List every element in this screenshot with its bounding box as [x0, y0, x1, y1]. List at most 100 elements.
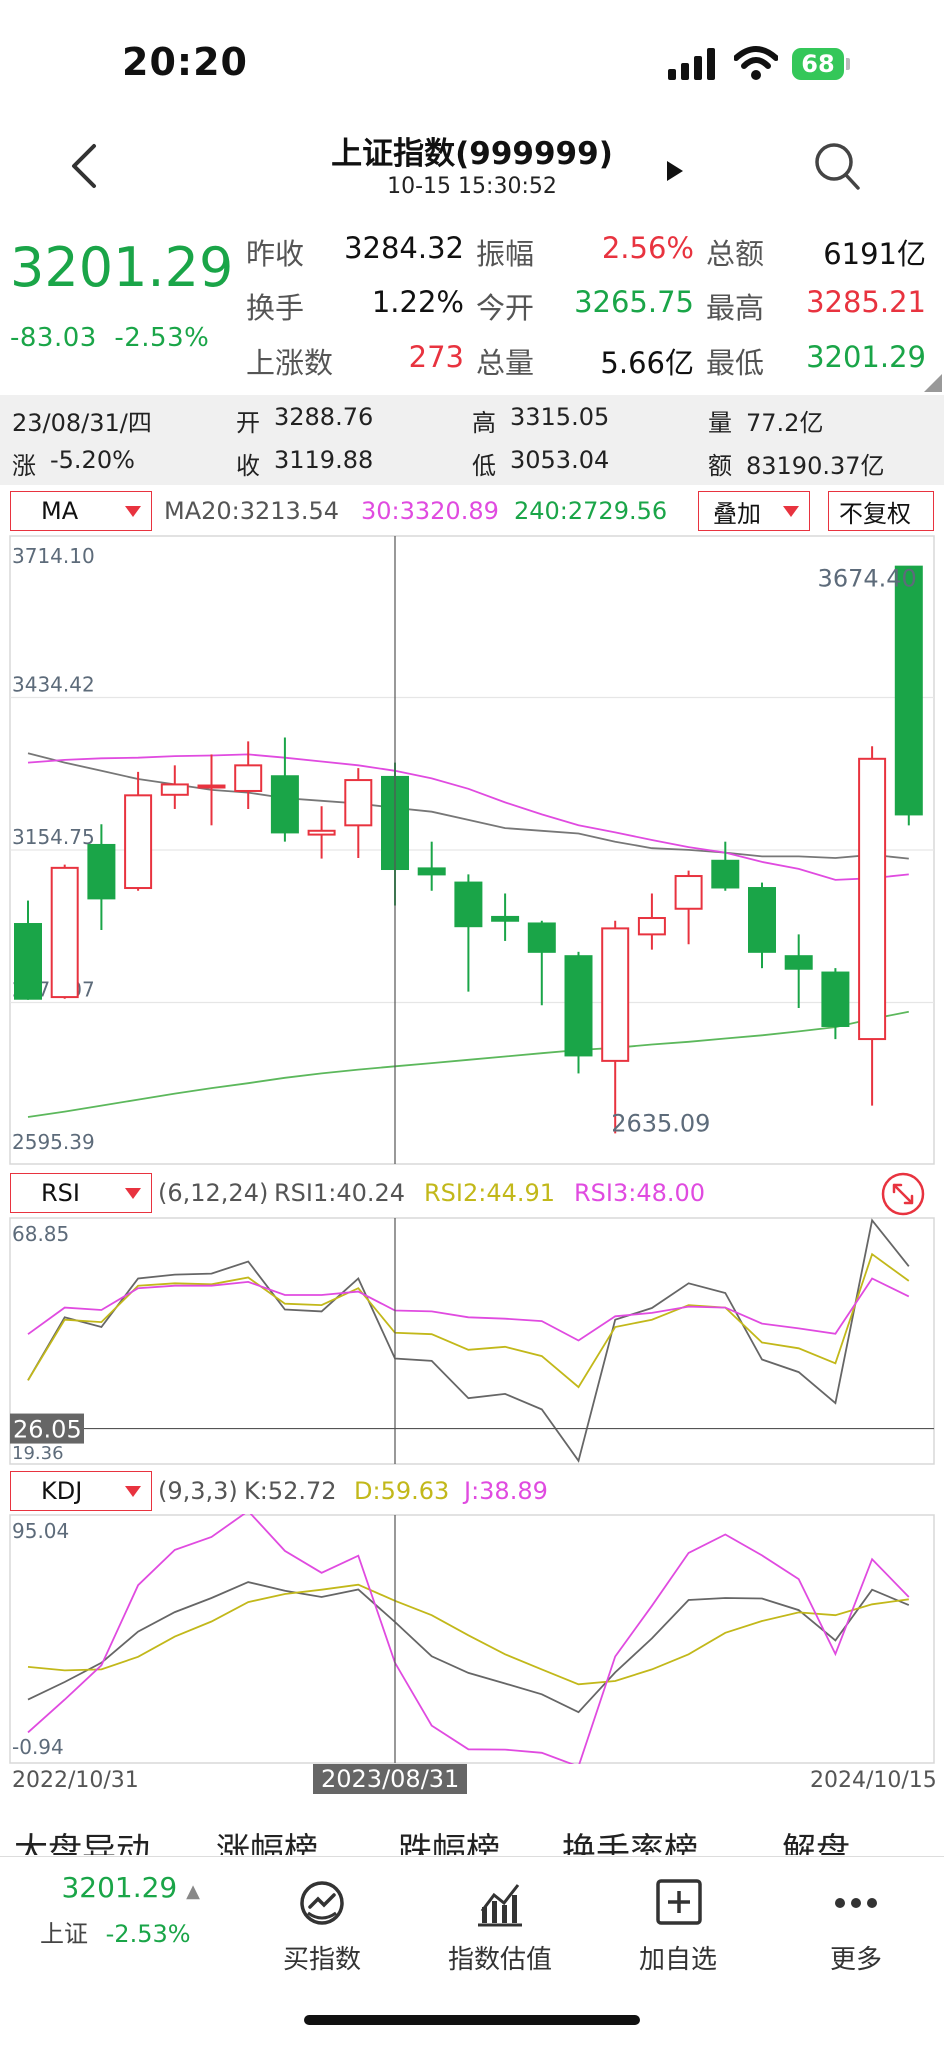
- candle: [527, 920, 556, 1006]
- quote-label: 总量: [476, 346, 535, 380]
- candle: [601, 920, 630, 1134]
- y-tick-label: 95.04: [12, 1519, 69, 1543]
- max-price-label: 3674.40: [818, 565, 917, 593]
- bar-chart-icon: [478, 1884, 522, 1927]
- candle-change-value: -5.20%: [50, 446, 135, 474]
- list-tabs: 大盘异动 涨幅榜 跌幅榜 换手率榜 解盘: [0, 1815, 944, 1855]
- rsi3-value: RSI3:48.00: [574, 1179, 706, 1207]
- close-label: 收: [236, 452, 260, 480]
- close-value: 3119.88: [274, 446, 374, 474]
- tab-top-gainers[interactable]: 涨幅榜: [216, 1831, 318, 1855]
- y-tick-label: 2595.39: [12, 1130, 95, 1154]
- candle-info-panel: 23/08/31/四 开 3288.76 高 3315.05 量 77.2亿 涨…: [0, 395, 944, 485]
- index-valuation-button[interactable]: 指数估值: [430, 1877, 570, 1976]
- low-label: 低: [472, 452, 496, 480]
- status-time: 20:20: [122, 40, 248, 84]
- quote-label: 最高: [706, 291, 765, 325]
- change-percent: -2.53%: [114, 323, 210, 353]
- buy-index-icon: [300, 1881, 344, 1925]
- x-axis-cursor-date: 2023/08/31: [313, 1764, 468, 1794]
- high-label: 高: [472, 409, 496, 437]
- y-tick-label: 3434.42: [12, 673, 95, 697]
- ma-select-label: MA: [41, 497, 79, 525]
- mini-change: -2.53%: [105, 1920, 191, 1948]
- buy-index-label: 买指数: [282, 1945, 361, 1975]
- valuation-label: 指数估值: [447, 1945, 552, 1975]
- min-price-label: 2635.09: [611, 1109, 710, 1137]
- ma-indicator-select[interactable]: MA: [10, 491, 152, 531]
- candle: [270, 737, 299, 842]
- y-tick-label: 19.36: [12, 1443, 64, 1464]
- candlestick-chart[interactable]: 3714.103434.423154.752875.072595.393674.…: [0, 535, 944, 1165]
- more-button[interactable]: 更多: [786, 1877, 926, 1976]
- y-tick-label: 68.85: [12, 1222, 69, 1246]
- candle: [234, 741, 263, 809]
- ma30-value: 30:3320.89: [361, 497, 499, 525]
- dropdown-arrow-icon: [125, 506, 141, 517]
- quote-value: 3285.21: [806, 285, 926, 319]
- candle: [197, 754, 226, 826]
- tab-analysis[interactable]: 解盘: [782, 1831, 850, 1855]
- quote-label: 换手: [246, 291, 305, 325]
- chart-frame: [9, 1514, 935, 1764]
- add-watch-label: 加自选: [638, 1945, 717, 1975]
- y-tick-label: -0.94: [12, 1735, 64, 1759]
- rsi-series-line: [27, 1218, 910, 1463]
- back-arrow-icon[interactable]: [66, 142, 100, 190]
- add-watchlist-button[interactable]: 加自选: [608, 1877, 748, 1976]
- signal-icon: [668, 48, 715, 80]
- fullscreen-icon[interactable]: [880, 1171, 926, 1217]
- battery-indicator: 68: [792, 48, 850, 80]
- candle: [637, 893, 666, 950]
- search-icon[interactable]: [812, 140, 862, 192]
- volume-value: 77.2亿: [746, 409, 824, 437]
- quote-value: 2.56%: [601, 231, 694, 265]
- quote-value: 1.22%: [371, 285, 464, 319]
- crosshair-value-box: [10, 1413, 84, 1444]
- high-value: 3315.05: [510, 403, 610, 431]
- quote-value: 3201.29: [806, 340, 926, 374]
- candle: [711, 841, 740, 891]
- rsi-series-line: [27, 1277, 910, 1342]
- kdj-series-line: [27, 1583, 909, 1686]
- price-change: -83.03 -2.53%: [10, 323, 209, 353]
- candle: [124, 771, 153, 891]
- next-arrow-icon[interactable]: [664, 158, 686, 184]
- tab-top-losers[interactable]: 跌幅榜: [398, 1831, 500, 1855]
- candle: [894, 565, 923, 826]
- candle: [784, 934, 813, 1008]
- buy-index-button[interactable]: 买指数: [252, 1877, 392, 1976]
- adjust-label: 不复权: [839, 499, 911, 528]
- tab-market-movers[interactable]: 大盘异动: [14, 1831, 150, 1855]
- rsi-indicator-select[interactable]: RSI: [10, 1173, 152, 1213]
- expand-corner-icon[interactable]: [924, 374, 942, 392]
- crosshair-value: 26.05: [13, 1416, 82, 1444]
- ma20-line: [27, 752, 909, 860]
- more-label: 更多: [829, 1945, 882, 1975]
- dropdown-arrow-icon: [783, 506, 799, 517]
- candle: [564, 951, 593, 1074]
- tab-turnover[interactable]: 换手率榜: [562, 1831, 698, 1855]
- index-mini-quote[interactable]: 3201.29 ▲ 上证 -2.53%: [40, 1871, 240, 1949]
- kdj-chart[interactable]: 95.04 -0.94: [0, 1514, 944, 1764]
- overlay-label: 叠加: [713, 499, 761, 528]
- candle: [417, 841, 446, 891]
- j-value: J:38.89: [464, 1477, 548, 1505]
- open-label: 开: [236, 409, 260, 437]
- overlay-select[interactable]: 叠加: [698, 491, 810, 531]
- change-value: -83.03: [10, 323, 97, 353]
- quote-label: 上涨数: [246, 346, 334, 380]
- quote-value: 273: [408, 340, 464, 374]
- candle: [748, 882, 776, 969]
- candle: [858, 746, 887, 1106]
- change-label: 涨: [12, 452, 36, 480]
- kdj-series-line: [27, 1514, 910, 1764]
- quote-label: 振幅: [476, 237, 535, 271]
- quote-value: 3265.75: [574, 285, 694, 319]
- adjust-button[interactable]: 不复权: [828, 491, 934, 531]
- low-value: 3053.04: [510, 446, 610, 474]
- kdj-indicator-select[interactable]: KDJ: [10, 1471, 152, 1511]
- quote-label: 今开: [476, 291, 535, 325]
- candle-date: 23/08/31/四: [12, 409, 152, 437]
